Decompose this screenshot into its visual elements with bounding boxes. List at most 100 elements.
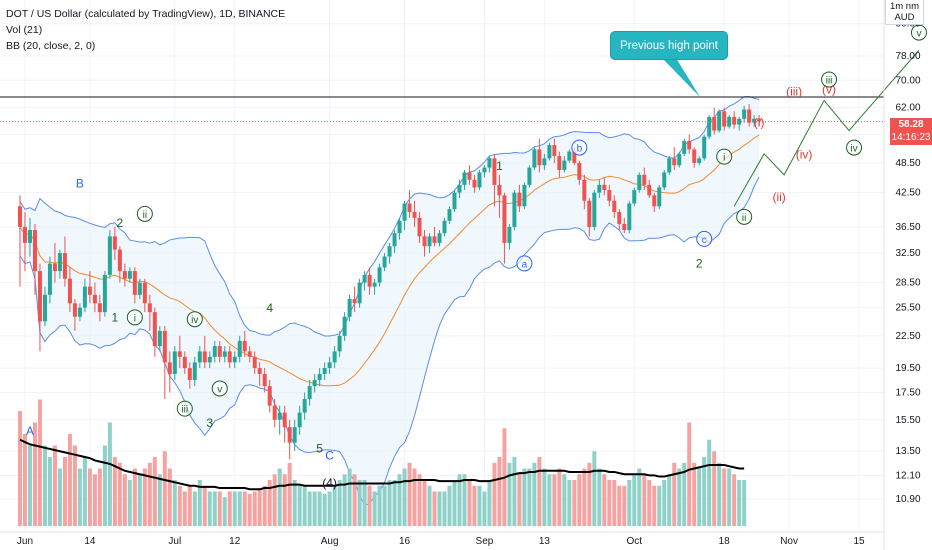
candle-body (497, 184, 502, 196)
volume-bar (202, 485, 207, 526)
candle-body (17, 206, 22, 227)
candle (757, 115, 762, 125)
candle-body (542, 158, 547, 166)
candle (312, 373, 317, 393)
volume-ma-line (19, 438, 745, 491)
y-tick-label: 36.50 (895, 222, 920, 233)
candle (637, 172, 642, 193)
candle (92, 282, 97, 313)
candle-body (212, 346, 217, 357)
candle (452, 190, 457, 213)
candle-body (577, 162, 582, 180)
volume-bar (427, 485, 432, 526)
symbol-title[interactable]: DOT / US Dollar (calculated by TradingVi… (6, 8, 286, 20)
wave-label-text: 2 (117, 216, 124, 230)
candle-body (557, 156, 562, 171)
candle-body (247, 351, 252, 357)
wave-label-text: iv (850, 144, 857, 155)
volume-bar (672, 462, 677, 526)
volume-bar (532, 462, 537, 526)
wave-label: (4) (322, 476, 337, 490)
candle-body (262, 373, 267, 387)
wave-label: iv (186, 311, 203, 328)
band-fill (19, 96, 760, 506)
volume-bar (647, 480, 652, 526)
candle-body (112, 236, 117, 250)
wave-label: A (26, 424, 34, 438)
volume-bar (182, 491, 187, 526)
candle-body (742, 109, 747, 119)
previous-high-callout[interactable]: Previous high point (610, 31, 728, 60)
candle (217, 340, 222, 363)
candle (72, 299, 77, 331)
candle-body (87, 286, 92, 295)
candle (282, 405, 287, 443)
candle (107, 230, 112, 279)
volume-bar (267, 480, 272, 526)
candle-body (487, 158, 492, 168)
candle-body (387, 246, 392, 257)
candle-body (757, 118, 762, 122)
candle (702, 134, 707, 161)
candle (202, 335, 207, 369)
bollinger-indicator-label[interactable]: BB (20, close, 2, 0) (6, 40, 96, 52)
candle-body (292, 427, 297, 443)
volume-bar (702, 457, 707, 526)
volume-bar (627, 480, 632, 526)
volume-bar (222, 497, 227, 526)
currency-unit-box[interactable]: 1m nm AUD (884, 0, 924, 25)
candle (362, 271, 367, 291)
volume-bar (412, 468, 417, 526)
candle-body (132, 271, 137, 295)
candle-body (717, 111, 722, 131)
candle (82, 278, 87, 313)
volume-bar (567, 480, 572, 526)
candle (412, 200, 417, 227)
candle (287, 419, 292, 460)
candle-body (22, 226, 27, 243)
volume-bar (162, 451, 167, 526)
volume-bar (157, 474, 162, 526)
candle (532, 147, 537, 171)
x-tick-label: 13 (539, 536, 551, 547)
volume-bar (572, 480, 577, 526)
candle (322, 362, 327, 380)
candle (617, 209, 622, 231)
candle-body (147, 303, 152, 313)
candle (562, 156, 567, 173)
wave-label: B (76, 176, 84, 190)
candle (247, 346, 252, 363)
candle (137, 278, 142, 300)
candle (157, 326, 162, 352)
candle (547, 142, 552, 161)
candle (597, 179, 602, 199)
wave-label-circle (821, 71, 838, 88)
candle (277, 405, 282, 435)
candle-body (752, 118, 757, 123)
candle-body (382, 256, 387, 268)
volume-indicator-label[interactable]: Vol (21) (6, 24, 43, 36)
candle (97, 294, 102, 322)
candle-body (192, 362, 197, 380)
volume-bar (452, 480, 457, 526)
candle-body (367, 274, 372, 287)
volume-bar (117, 462, 122, 526)
candle-body (272, 405, 277, 420)
candle (237, 335, 242, 363)
candle (302, 392, 307, 420)
y-tick-label: 13.50 (895, 446, 920, 457)
wave-label-text: i (723, 153, 725, 164)
candle-body (32, 230, 37, 272)
candle (242, 330, 247, 357)
candle (122, 263, 127, 287)
candle-body (362, 274, 367, 283)
candle (577, 160, 582, 185)
volume-bar (62, 457, 67, 526)
wave-label-text: (ii) (772, 190, 785, 204)
x-tick-label: Nov (780, 536, 798, 547)
callout-text: Previous high point (620, 39, 718, 52)
candle (717, 109, 722, 133)
candle (182, 351, 187, 374)
volume-bar (172, 480, 177, 526)
